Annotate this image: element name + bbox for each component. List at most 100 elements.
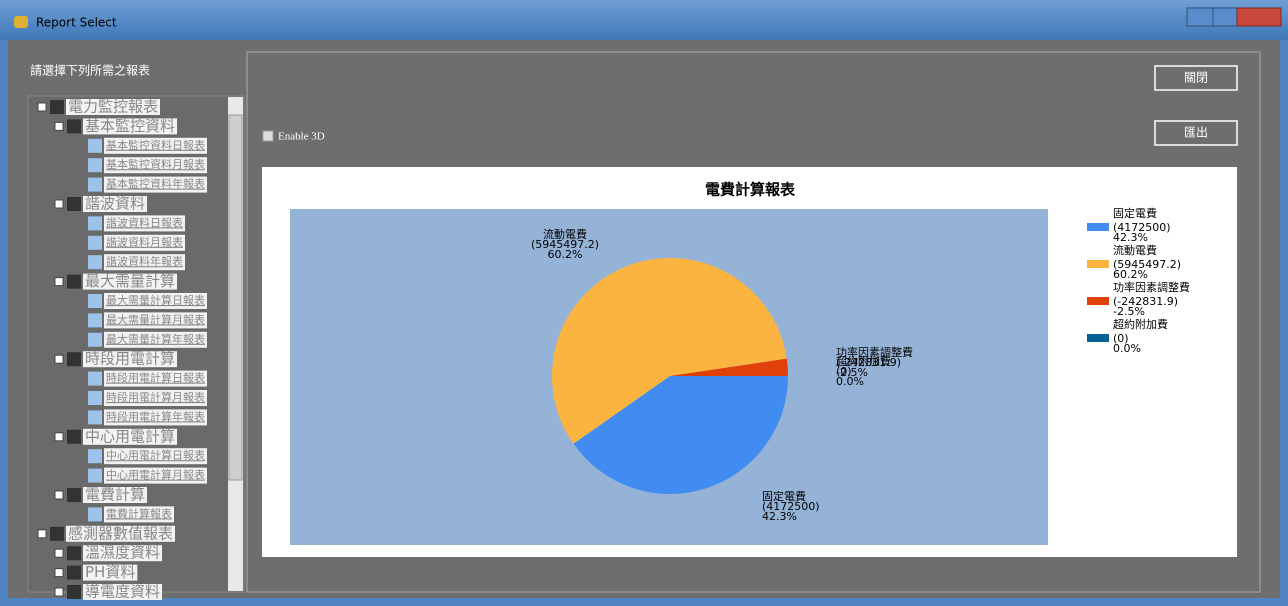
tree-node[interactable]: 溫濕度資料 bbox=[85, 544, 160, 562]
tree-node[interactable]: 最大需量計算 bbox=[85, 272, 175, 290]
node-highlight bbox=[83, 487, 148, 503]
node-highlight bbox=[104, 448, 207, 465]
slice-label: -2.5% bbox=[836, 366, 868, 379]
expander[interactable] bbox=[37, 102, 47, 112]
report-icon bbox=[88, 255, 102, 270]
tree-node[interactable]: 基本監控資料月報表 bbox=[106, 157, 205, 171]
title-bar bbox=[0, 0, 1288, 40]
legend-swatch bbox=[1087, 334, 1109, 342]
tree-node[interactable]: 中心用電計算 bbox=[85, 427, 175, 445]
tree-node[interactable]: 基本監控資料日報表 bbox=[106, 138, 205, 152]
tree-node[interactable]: PH資料 bbox=[85, 563, 135, 581]
folder-icon bbox=[50, 526, 64, 541]
tree-node[interactable]: 時段用電計算 bbox=[85, 350, 175, 368]
legend-entry: 流動電費 bbox=[1113, 243, 1157, 257]
legend-entry: 固定電費 bbox=[1113, 206, 1157, 220]
tree-node[interactable]: 中心用電計算月報表 bbox=[106, 468, 205, 482]
close-window-button[interactable] bbox=[1236, 7, 1282, 27]
expander[interactable] bbox=[54, 432, 64, 442]
slice-label: 60.2% bbox=[548, 248, 583, 261]
folder-icon bbox=[67, 565, 81, 580]
slice-label: 固定電費 bbox=[762, 489, 806, 503]
report-panel bbox=[246, 51, 1261, 593]
expander[interactable] bbox=[54, 199, 64, 209]
node-highlight bbox=[104, 157, 207, 174]
legend-entry: (4172500) bbox=[1113, 221, 1171, 234]
node-highlight bbox=[104, 176, 207, 193]
report-icon bbox=[88, 507, 102, 522]
node-highlight bbox=[104, 254, 185, 271]
tree-node[interactable]: 諧波資料日報表 bbox=[106, 215, 183, 229]
checkbox[interactable] bbox=[262, 130, 274, 142]
report-icon bbox=[88, 371, 102, 386]
chart: 固定電費(4172500)42.3%固定電費(4172500)42.3%流動電費… bbox=[531, 206, 1190, 523]
tree-node[interactable]: 諧波資料月報表 bbox=[106, 235, 183, 249]
tree-node[interactable]: 時段用電計算日報表 bbox=[106, 371, 205, 385]
tree-node[interactable]: 諧波資料年報表 bbox=[106, 254, 183, 268]
folder-icon bbox=[67, 119, 81, 134]
report-icon bbox=[88, 158, 102, 173]
tree-node[interactable]: 時段用電計算年報表 bbox=[106, 409, 205, 423]
tree-node[interactable]: 導電度資料 bbox=[85, 583, 160, 601]
folder-icon bbox=[67, 274, 81, 289]
expander[interactable] bbox=[54, 568, 64, 578]
folder-icon bbox=[67, 352, 81, 367]
tree-node[interactable]: 最大需量計算日報表 bbox=[106, 293, 205, 307]
report-icon bbox=[88, 216, 102, 231]
scroll-thumb[interactable] bbox=[228, 114, 243, 481]
tree-node[interactable]: 最大需量計算月報表 bbox=[106, 312, 205, 326]
tree-node[interactable]: 時段用電計算月報表 bbox=[106, 390, 205, 404]
slice-label: (-242831.9) bbox=[836, 356, 901, 369]
slice-label: (5945497.2) bbox=[531, 238, 599, 251]
tree-node[interactable]: 電力監控報表 bbox=[68, 98, 158, 116]
legend-entry: 42.3% bbox=[1113, 231, 1148, 244]
folder-icon bbox=[67, 546, 81, 561]
expander[interactable] bbox=[54, 354, 64, 364]
expander[interactable] bbox=[54, 587, 64, 597]
folder-icon bbox=[67, 197, 81, 211]
tree-node[interactable]: 電費計算 bbox=[85, 486, 145, 504]
slice-label: 功率因素調整費 bbox=[836, 345, 913, 359]
slice-label: 流動電費 bbox=[543, 227, 587, 241]
node-highlight bbox=[104, 467, 207, 484]
export-button[interactable] bbox=[1154, 120, 1238, 146]
node-highlight bbox=[66, 99, 161, 115]
pie-slice bbox=[670, 358, 788, 376]
node-highlight bbox=[83, 564, 138, 581]
chart-title: 電費計算報表 bbox=[705, 181, 796, 199]
expander[interactable] bbox=[37, 529, 47, 539]
tree-node[interactable]: 中心用電計算日報表 bbox=[106, 448, 205, 462]
expander[interactable] bbox=[54, 277, 64, 287]
slice-label: (4172500) bbox=[762, 500, 820, 513]
folder-icon bbox=[67, 429, 81, 444]
legend-entry: 0.0% bbox=[1113, 342, 1141, 355]
report-icon bbox=[88, 468, 102, 483]
report-icon bbox=[88, 313, 102, 328]
report-icon bbox=[88, 294, 102, 308]
tree-node[interactable]: 感測器數值報表 bbox=[68, 524, 173, 542]
tree-node[interactable]: 諧波資料 bbox=[85, 195, 145, 213]
node-highlight bbox=[104, 331, 207, 348]
node-highlight bbox=[104, 390, 207, 406]
minimize-button[interactable] bbox=[1186, 7, 1214, 27]
tree-node[interactable]: 基本監控資料 bbox=[85, 117, 175, 135]
tree-node[interactable]: 最大需量計算年報表 bbox=[106, 332, 205, 346]
expander[interactable] bbox=[54, 548, 64, 558]
node-highlight bbox=[83, 584, 163, 600]
checkbox-label: Enable 3D bbox=[278, 131, 325, 143]
node-highlight bbox=[83, 351, 178, 368]
tree-node[interactable]: 電費計算報表 bbox=[106, 506, 172, 520]
legend-entry: (5945497.2) bbox=[1113, 258, 1181, 271]
prompt: 請選擇下列所需之報表 bbox=[30, 63, 150, 78]
maximize-button[interactable] bbox=[1212, 7, 1238, 27]
legend-entry: 60.2% bbox=[1113, 268, 1148, 281]
expander[interactable] bbox=[54, 490, 64, 500]
folder-icon bbox=[67, 585, 81, 599]
node-highlight bbox=[83, 196, 148, 212]
tree-node[interactable]: 基本監控資料年報表 bbox=[106, 177, 205, 191]
legend-swatch bbox=[1087, 260, 1109, 268]
close-button[interactable] bbox=[1154, 65, 1238, 91]
slice-label: 超約附加費 bbox=[836, 354, 891, 368]
expander[interactable] bbox=[54, 121, 64, 131]
